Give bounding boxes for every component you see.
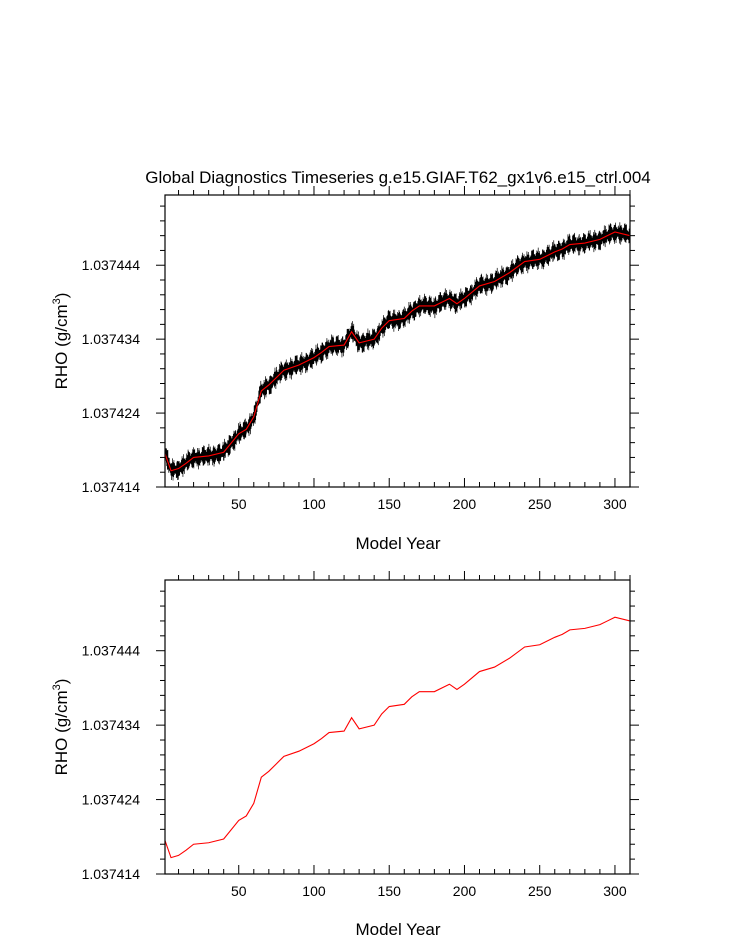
y-tick-label: 1.037444 [82,257,141,273]
x-tick-label: 50 [231,883,247,899]
bottom-panel-frame [164,579,631,875]
monthly-series-line [164,222,631,481]
x-tick-label: 300 [603,496,627,512]
x-tick-label: 200 [453,496,477,512]
x-tick-label: 100 [302,496,326,512]
bottom-panel-ylabel: RHO (g/cm3) [51,679,71,776]
x-tick-label: 150 [378,496,402,512]
top-panel-ticks: 50 100 150 200 250 300 1.037414 1.037424 1.03743… [82,186,639,512]
y-tick-label: 1.037424 [82,792,141,808]
y-tick-label: 1.037434 [82,717,141,733]
top-panel-ylabel: RHO (g/cm3) [51,293,71,390]
x-tick-label: 250 [528,496,552,512]
y-tick-label: 1.037434 [82,331,141,347]
y-tick-label: 1.037414 [82,866,141,882]
x-tick-label: 300 [603,883,627,899]
x-tick-label: 50 [231,496,247,512]
top-panel-frame [164,194,631,488]
bottom-panel-ticks: 50 100 150 200 250 300 1.037414 1.037424 1.03743… [82,571,639,899]
x-tick-label: 200 [453,883,477,899]
bottom-panel-lines [164,616,631,859]
x-tick-label: 250 [528,883,552,899]
top-panel: 50 100 150 200 250 300 1.037414 1.037424 1.03743… [51,186,639,553]
x-tick-label: 150 [378,883,402,899]
y-tick-label: 1.037444 [82,643,141,659]
top-panel-xlabel: Model Year [355,534,440,553]
figure-title: Global Diagnostics Timeseries g.e15.GIAF… [145,168,651,187]
annual-mean-series-line [164,231,631,472]
y-tick-label: 1.037414 [82,479,141,495]
x-tick-label: 100 [302,883,326,899]
bottom-panel: 50 100 150 200 250 300 1.037414 1.037424 1.03743… [51,571,639,939]
top-panel-lines [164,222,631,481]
annual-mean-series-line [164,616,631,859]
y-tick-label: 1.037424 [82,405,141,421]
bottom-panel-xlabel: Model Year [355,920,440,939]
